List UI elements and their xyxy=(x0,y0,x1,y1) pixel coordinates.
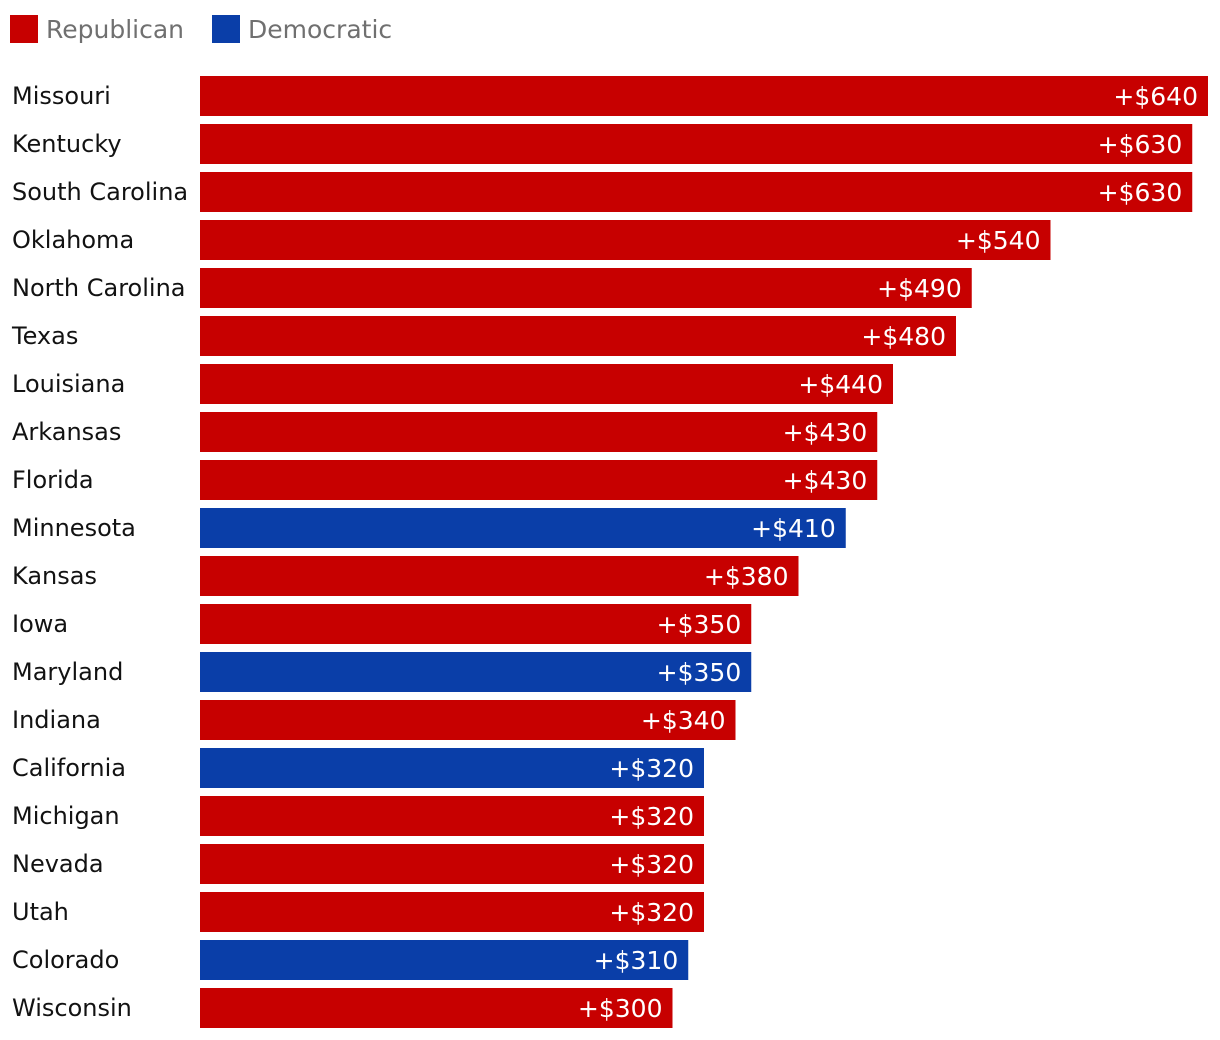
category-label: Iowa xyxy=(12,610,68,638)
data-label: +$320 xyxy=(609,754,694,783)
legend: Republican Democratic xyxy=(10,14,420,44)
legend-item-republican: Republican xyxy=(10,15,184,44)
category-label: Louisiana xyxy=(12,370,125,398)
bar xyxy=(200,508,846,548)
data-label: +$350 xyxy=(657,610,742,639)
category-label: Michigan xyxy=(12,802,120,830)
data-label: +$430 xyxy=(783,418,868,447)
bar xyxy=(200,988,673,1028)
data-label: +$410 xyxy=(751,514,836,543)
bar xyxy=(200,748,704,788)
data-label: +$440 xyxy=(798,370,883,399)
category-label: North Carolina xyxy=(12,274,186,302)
category-label: South Carolina xyxy=(12,178,188,206)
category-label: Utah xyxy=(12,898,69,926)
data-label: +$430 xyxy=(783,466,868,495)
legend-swatch-democratic xyxy=(212,15,241,43)
category-label: Colorado xyxy=(12,946,119,974)
bar xyxy=(200,556,799,596)
category-label: Minnesota xyxy=(12,514,136,542)
data-label: +$320 xyxy=(609,898,694,927)
data-label: +$540 xyxy=(956,226,1041,255)
bar xyxy=(200,652,752,692)
data-label: +$490 xyxy=(877,274,962,303)
data-label: +$320 xyxy=(609,802,694,831)
bar xyxy=(200,364,893,404)
bar xyxy=(200,892,704,932)
legend-item-democratic: Democratic xyxy=(212,15,392,44)
data-label: +$630 xyxy=(1098,178,1183,207)
bar xyxy=(200,796,704,836)
bar xyxy=(200,76,1208,116)
data-label: +$300 xyxy=(578,994,663,1023)
bar xyxy=(200,412,878,452)
bar xyxy=(200,844,704,884)
bar xyxy=(200,940,689,980)
data-label: +$320 xyxy=(609,850,694,879)
category-label: Wisconsin xyxy=(12,994,132,1022)
category-label: Kansas xyxy=(12,562,97,590)
category-label: Kentucky xyxy=(12,130,122,158)
category-label: Florida xyxy=(12,466,94,494)
legend-swatch-republican xyxy=(10,15,38,43)
bar xyxy=(200,460,878,500)
bar xyxy=(200,604,752,644)
data-label: +$310 xyxy=(594,946,679,975)
legend-label-democratic: Democratic xyxy=(248,14,393,44)
category-label: Indiana xyxy=(12,706,101,734)
category-label: California xyxy=(12,754,126,782)
category-label: Arkansas xyxy=(12,418,121,446)
category-label: Missouri xyxy=(12,82,111,110)
category-label: Texas xyxy=(11,322,78,350)
category-label: Maryland xyxy=(12,658,123,686)
data-label: +$630 xyxy=(1098,130,1183,159)
data-label: +$640 xyxy=(1113,82,1198,111)
bar xyxy=(200,124,1193,164)
data-label: +$340 xyxy=(641,706,726,735)
category-label: Nevada xyxy=(12,850,104,878)
bar xyxy=(200,172,1193,212)
data-label: +$350 xyxy=(657,658,742,687)
bar xyxy=(200,268,972,308)
bar xyxy=(200,316,956,356)
bar xyxy=(200,700,736,740)
legend-label-republican: Republican xyxy=(46,14,185,44)
data-label: +$380 xyxy=(704,562,789,591)
data-label: +$480 xyxy=(861,322,946,351)
bar xyxy=(200,220,1051,260)
category-label: Oklahoma xyxy=(12,226,134,254)
